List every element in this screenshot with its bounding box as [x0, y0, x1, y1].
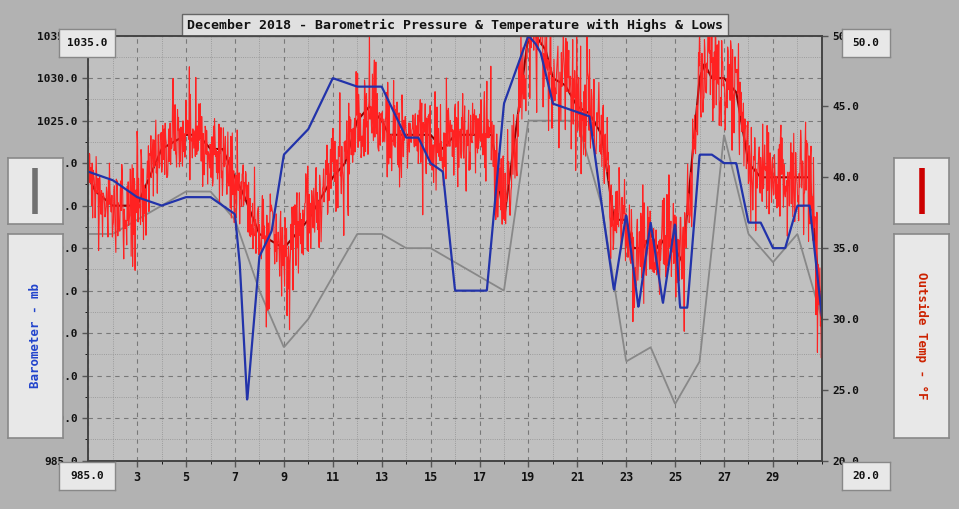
Text: Barometer - mb: Barometer - mb — [29, 284, 42, 388]
Text: 50.0: 50.0 — [853, 38, 879, 48]
Text: 985.0: 985.0 — [70, 471, 105, 480]
Text: 20.0: 20.0 — [853, 471, 879, 480]
Title: December 2018 - Barometric Pressure & Temperature with Highs & Lows: December 2018 - Barometric Pressure & Te… — [187, 19, 723, 32]
Text: 1035.0: 1035.0 — [67, 38, 107, 48]
Text: Outside Temp - °F: Outside Temp - °F — [915, 272, 928, 400]
